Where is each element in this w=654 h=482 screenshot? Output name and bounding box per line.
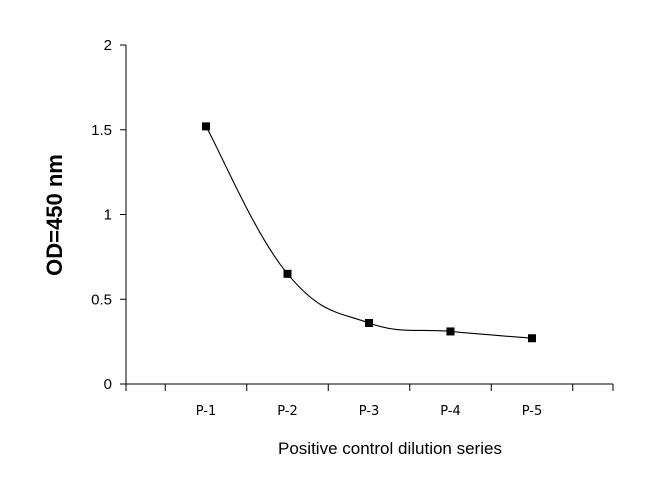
- x-ticks: P-1 P-2 P-3 P-4 P-5: [125, 384, 614, 419]
- data-point-marker: [283, 269, 292, 278]
- x-axis-title: Positive control dilution series: [278, 439, 502, 458]
- y-tick-label: 1.5: [91, 122, 112, 139]
- x-tick-label: P-2: [277, 404, 298, 419]
- y-tick-label: 0: [104, 376, 112, 393]
- plot-area: 0 0.5 1 1.5 2 P-1 P-2 P-3 P-4 P-5: [91, 37, 614, 419]
- y-tick-label: 0.5: [91, 291, 112, 308]
- y-tick-label: 1: [104, 207, 112, 224]
- x-tick-label: P-4: [440, 404, 461, 419]
- x-tick-label: P-1: [196, 404, 217, 419]
- data-point-marker: [365, 318, 373, 327]
- y-axis-title: OD=450 nm: [42, 154, 67, 276]
- x-tick-label: P-5: [522, 404, 543, 419]
- series-points: [202, 122, 536, 343]
- series-line: [205, 126, 533, 339]
- y-tick-label: 2: [104, 37, 112, 54]
- y-ticks: 0 0.5 1 1.5 2: [91, 37, 126, 393]
- data-point-marker: [528, 334, 536, 343]
- data-point-marker: [446, 327, 455, 336]
- data-point-marker: [202, 122, 210, 131]
- x-tick-label: P-3: [359, 404, 380, 419]
